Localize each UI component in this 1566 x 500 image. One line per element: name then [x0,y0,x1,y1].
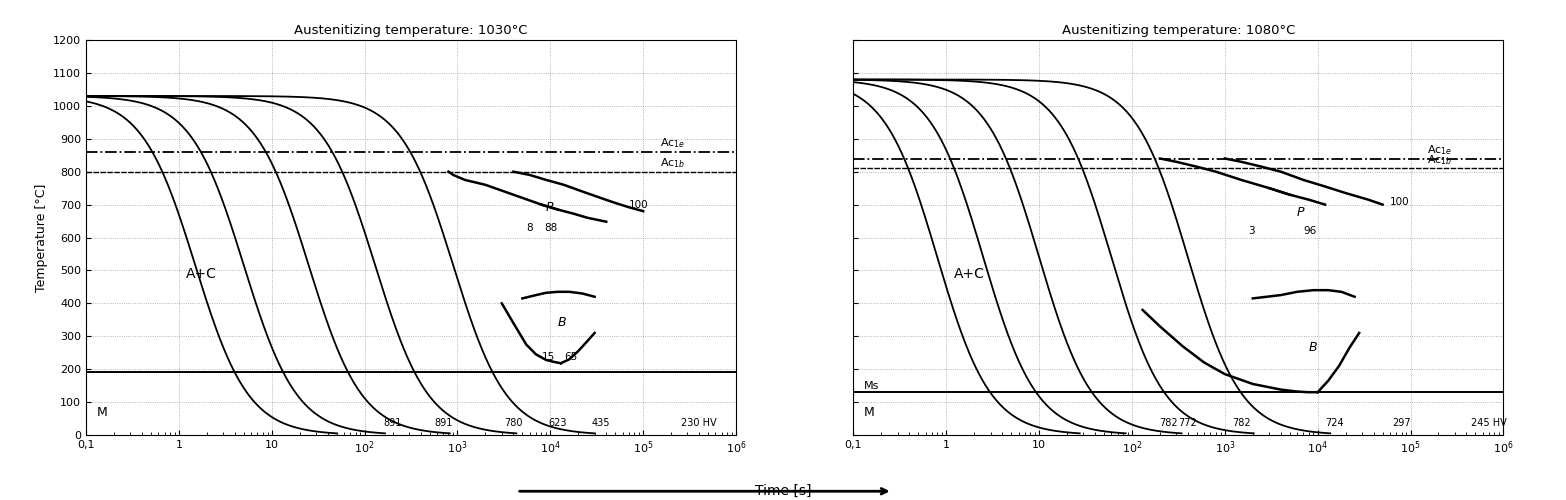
Text: 245 HV: 245 HV [1470,418,1506,428]
Text: 15: 15 [542,352,554,362]
Text: P: P [547,201,554,214]
Text: 623: 623 [548,418,567,428]
Text: 782: 782 [1160,418,1178,428]
Text: 96: 96 [1303,226,1317,235]
Text: Ac$_{1e}$: Ac$_{1e}$ [659,136,684,150]
Text: B: B [557,316,567,330]
Text: 772: 772 [1179,418,1198,428]
Title: Austenitizing temperature: 1030°C: Austenitizing temperature: 1030°C [294,24,528,38]
Text: Ac$_{1b}$: Ac$_{1b}$ [1427,154,1452,167]
Text: 65: 65 [564,352,578,362]
Text: 100: 100 [630,200,648,210]
Text: Ac$_{1e}$: Ac$_{1e}$ [1427,142,1452,156]
Text: 891: 891 [384,418,402,428]
Text: 3: 3 [1248,226,1256,235]
Y-axis label: Temperature [°C]: Temperature [°C] [34,184,47,292]
Text: 891: 891 [434,418,453,428]
Text: A+C: A+C [954,266,985,280]
Text: 782: 782 [1232,418,1251,428]
Text: 297: 297 [1392,418,1411,428]
Text: P: P [1297,206,1304,219]
Text: 230 HV: 230 HV [681,418,717,428]
Text: 100: 100 [1391,196,1409,206]
Text: 8: 8 [526,223,532,233]
Text: 88: 88 [543,223,557,233]
Text: M: M [97,406,108,419]
Text: 435: 435 [592,418,611,428]
Text: Ms: Ms [864,380,880,390]
Text: Ac$_{1b}$: Ac$_{1b}$ [659,156,684,170]
Text: A+C: A+C [186,266,218,280]
Text: 724: 724 [1325,418,1344,428]
Text: B: B [1309,341,1317,354]
Text: 780: 780 [504,418,523,428]
Text: M: M [864,406,875,419]
Title: Austenitizing temperature: 1080°C: Austenitizing temperature: 1080°C [1062,24,1295,38]
Text: Time [s]: Time [s] [755,484,811,498]
